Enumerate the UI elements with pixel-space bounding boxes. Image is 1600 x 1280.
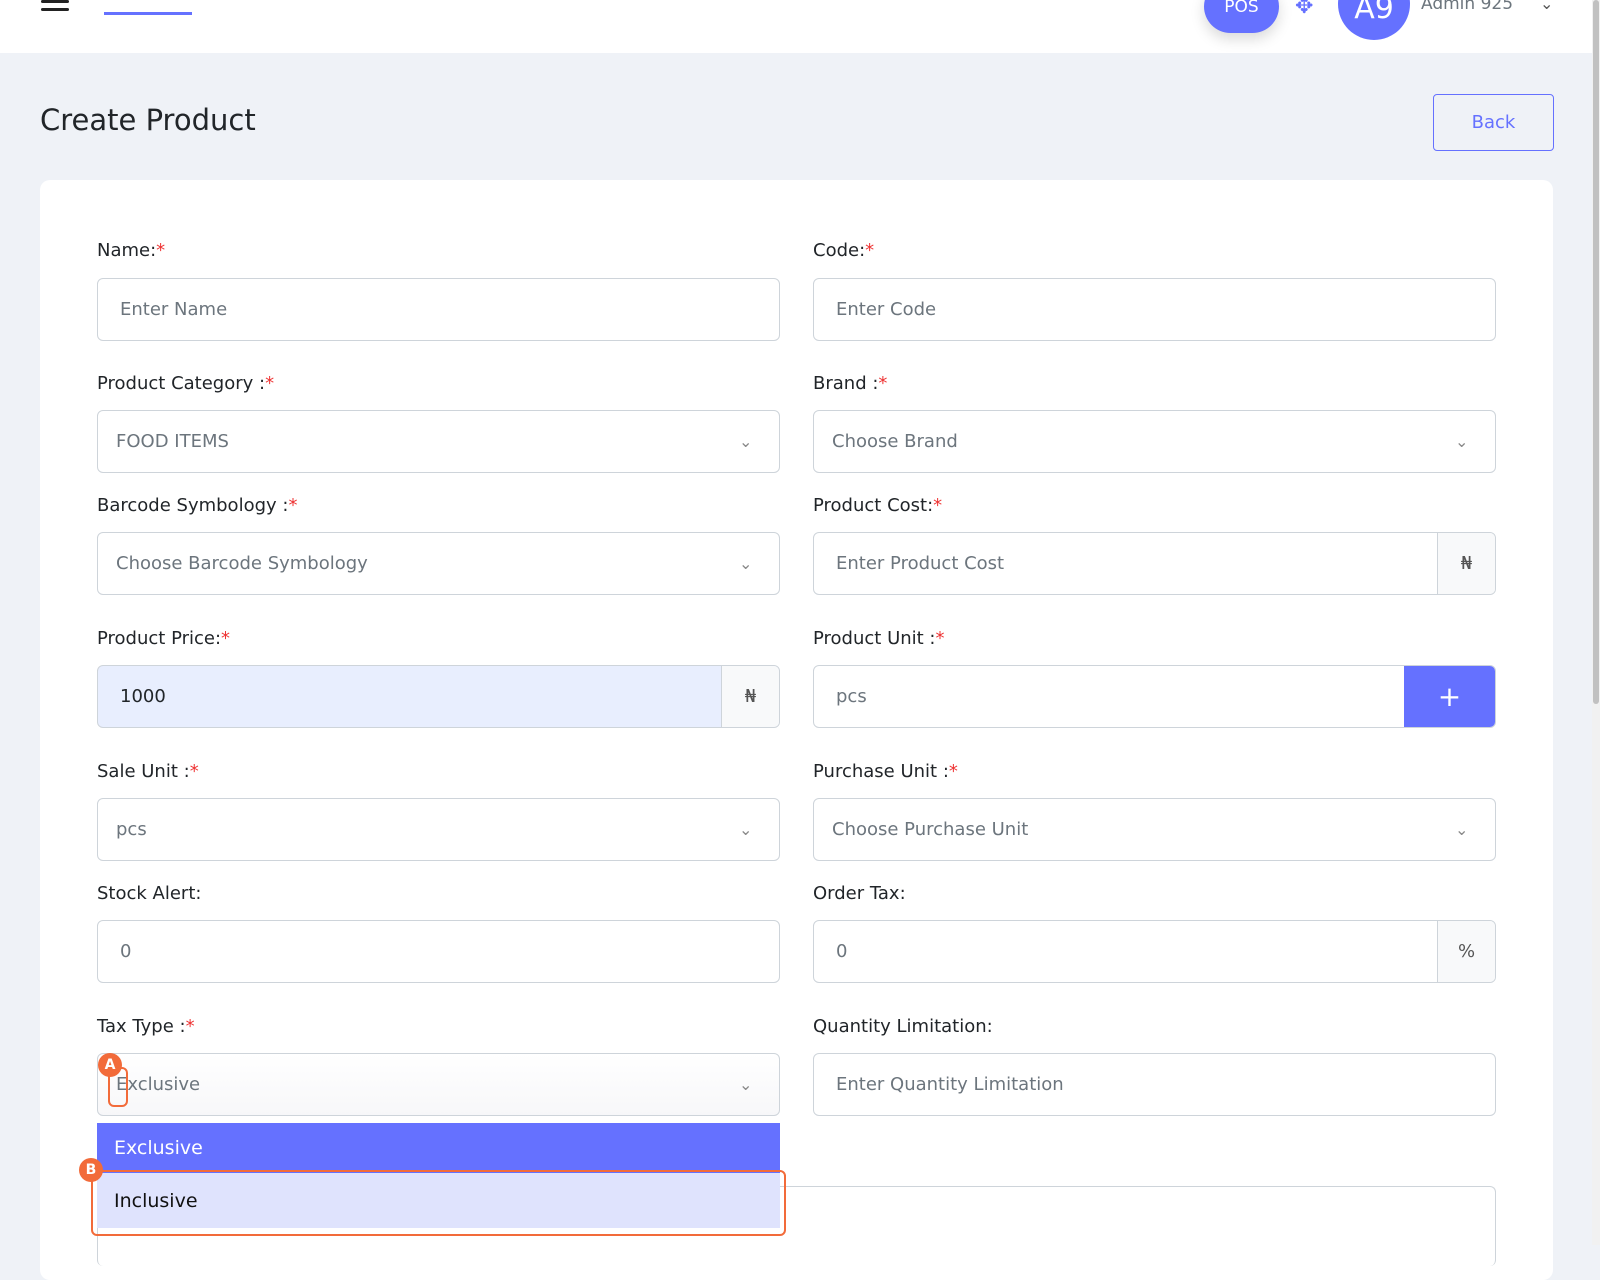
order-tax-label: Order Tax:	[813, 883, 906, 904]
hamburger-icon[interactable]	[41, 0, 69, 16]
percent-addon: %	[1437, 921, 1495, 982]
stock-alert-input[interactable]: 0	[97, 920, 780, 983]
unit-label: Product Unit :*	[813, 628, 945, 649]
annotation-b-box	[91, 1170, 786, 1236]
annotation-a-badge: A	[98, 1053, 122, 1077]
scrollbar[interactable]	[1592, 0, 1600, 1245]
purchase-unit-label: Purchase Unit :*	[813, 761, 958, 782]
sale-unit-select[interactable]: pcs ⌄	[97, 798, 780, 861]
chevron-down-icon[interactable]: ⌄	[1540, 0, 1554, 13]
unit-select[interactable]: pcs +	[813, 665, 1496, 728]
chevron-down-icon: ⌄	[739, 432, 753, 451]
code-label: Code:*	[813, 240, 875, 261]
brand-select[interactable]: Choose Brand ⌄	[813, 410, 1496, 473]
user-name[interactable]: Admin 925	[1421, 0, 1514, 14]
code-input[interactable]: Enter Code	[813, 278, 1496, 341]
scrollbar-thumb[interactable]	[1593, 0, 1599, 704]
tax-type-dropdown: Exclusive Inclusive	[97, 1123, 780, 1228]
active-tab-indicator	[104, 12, 192, 15]
chevron-down-icon: ⌄	[1455, 820, 1469, 839]
barcode-label: Barcode Symbology :*	[97, 495, 298, 516]
tax-type-label: Tax Type :*	[97, 1016, 195, 1037]
qty-limit-label: Quantity Limitation:	[813, 1016, 993, 1037]
price-input[interactable]: 1000 ₦	[97, 665, 780, 728]
chevron-down-icon: ⌄	[739, 820, 753, 839]
category-select[interactable]: FOOD ITEMS ⌄	[97, 410, 780, 473]
chevron-down-icon: ⌄	[739, 554, 753, 573]
name-input[interactable]: Enter Name	[97, 278, 780, 341]
cost-label: Product Cost:*	[813, 495, 943, 516]
avatar[interactable]: A9	[1338, 0, 1410, 40]
price-label: Product Price:*	[97, 628, 231, 649]
chevron-down-icon: ⌄	[739, 1075, 753, 1094]
fullscreen-icon[interactable]: ✥	[1295, 0, 1314, 19]
purchase-unit-select[interactable]: Choose Purchase Unit ⌄	[813, 798, 1496, 861]
back-button[interactable]: Back	[1433, 94, 1554, 151]
cost-input[interactable]: Enter Product Cost ₦	[813, 532, 1496, 595]
qty-limit-input[interactable]: Enter Quantity Limitation	[813, 1053, 1496, 1116]
option-inclusive[interactable]: Inclusive	[97, 1173, 780, 1228]
pos-button[interactable]: POS	[1204, 0, 1279, 33]
name-label: Name:*	[97, 240, 166, 261]
annotation-b-badge: B	[79, 1158, 103, 1182]
sale-unit-label: Sale Unit :*	[97, 761, 199, 782]
brand-label: Brand :*	[813, 373, 888, 394]
naira-addon: ₦	[1437, 533, 1495, 594]
naira-addon: ₦	[721, 666, 779, 727]
order-tax-input[interactable]: 0%	[813, 920, 1496, 983]
chevron-down-icon: ⌄	[1455, 432, 1469, 451]
category-label: Product Category :*	[97, 373, 275, 394]
top-header: POS ✥ A9 Admin 925 ⌄	[0, 0, 1592, 53]
stock-alert-label: Stock Alert:	[97, 883, 202, 904]
option-exclusive[interactable]: Exclusive	[97, 1123, 780, 1173]
barcode-select[interactable]: Choose Barcode Symbology ⌄	[97, 532, 780, 595]
page-title: Create Product	[40, 103, 256, 137]
tax-type-select[interactable]: Exclusive ⌄	[97, 1053, 780, 1116]
add-unit-button[interactable]: +	[1404, 666, 1495, 727]
